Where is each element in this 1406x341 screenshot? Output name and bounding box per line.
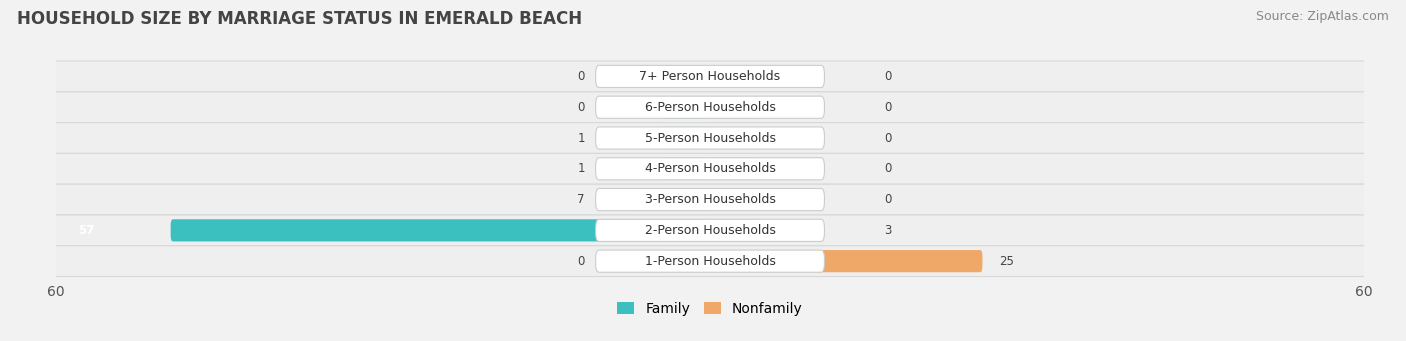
- FancyBboxPatch shape: [45, 184, 1375, 215]
- FancyBboxPatch shape: [710, 250, 983, 272]
- FancyBboxPatch shape: [45, 153, 1375, 184]
- Text: 3-Person Households: 3-Person Households: [644, 193, 776, 206]
- Text: 7: 7: [578, 193, 585, 206]
- Text: 6-Person Households: 6-Person Households: [644, 101, 776, 114]
- Text: Source: ZipAtlas.com: Source: ZipAtlas.com: [1256, 10, 1389, 23]
- FancyBboxPatch shape: [170, 219, 710, 241]
- FancyBboxPatch shape: [596, 250, 824, 272]
- FancyBboxPatch shape: [596, 158, 824, 180]
- FancyBboxPatch shape: [710, 96, 759, 118]
- Legend: Family, Nonfamily: Family, Nonfamily: [612, 296, 808, 322]
- FancyBboxPatch shape: [710, 219, 759, 241]
- Text: 4-Person Households: 4-Person Households: [644, 162, 776, 175]
- FancyBboxPatch shape: [596, 127, 824, 149]
- FancyBboxPatch shape: [661, 250, 710, 272]
- Text: 0: 0: [578, 255, 585, 268]
- Text: 0: 0: [884, 70, 891, 83]
- FancyBboxPatch shape: [596, 96, 824, 118]
- FancyBboxPatch shape: [661, 96, 710, 118]
- Text: 57: 57: [79, 224, 94, 237]
- FancyBboxPatch shape: [634, 189, 710, 211]
- Text: 1: 1: [578, 132, 585, 145]
- FancyBboxPatch shape: [45, 123, 1375, 153]
- FancyBboxPatch shape: [45, 61, 1375, 92]
- Text: 25: 25: [998, 255, 1014, 268]
- Text: 5-Person Households: 5-Person Households: [644, 132, 776, 145]
- Text: 0: 0: [884, 193, 891, 206]
- FancyBboxPatch shape: [661, 158, 710, 180]
- Text: 1-Person Households: 1-Person Households: [644, 255, 776, 268]
- FancyBboxPatch shape: [596, 189, 824, 211]
- Text: 0: 0: [578, 101, 585, 114]
- Text: 0: 0: [884, 162, 891, 175]
- FancyBboxPatch shape: [45, 246, 1375, 277]
- FancyBboxPatch shape: [596, 219, 824, 241]
- Text: 3: 3: [884, 224, 891, 237]
- Text: 7+ Person Households: 7+ Person Households: [640, 70, 780, 83]
- FancyBboxPatch shape: [710, 65, 759, 88]
- FancyBboxPatch shape: [710, 189, 759, 211]
- Text: 2-Person Households: 2-Person Households: [644, 224, 776, 237]
- Text: HOUSEHOLD SIZE BY MARRIAGE STATUS IN EMERALD BEACH: HOUSEHOLD SIZE BY MARRIAGE STATUS IN EME…: [17, 10, 582, 28]
- FancyBboxPatch shape: [45, 92, 1375, 123]
- Text: 0: 0: [884, 132, 891, 145]
- Text: 1: 1: [578, 162, 585, 175]
- FancyBboxPatch shape: [710, 127, 759, 149]
- Text: 0: 0: [578, 70, 585, 83]
- FancyBboxPatch shape: [596, 65, 824, 88]
- FancyBboxPatch shape: [661, 65, 710, 88]
- Text: 0: 0: [884, 101, 891, 114]
- FancyBboxPatch shape: [661, 127, 710, 149]
- FancyBboxPatch shape: [710, 158, 759, 180]
- FancyBboxPatch shape: [45, 215, 1375, 246]
